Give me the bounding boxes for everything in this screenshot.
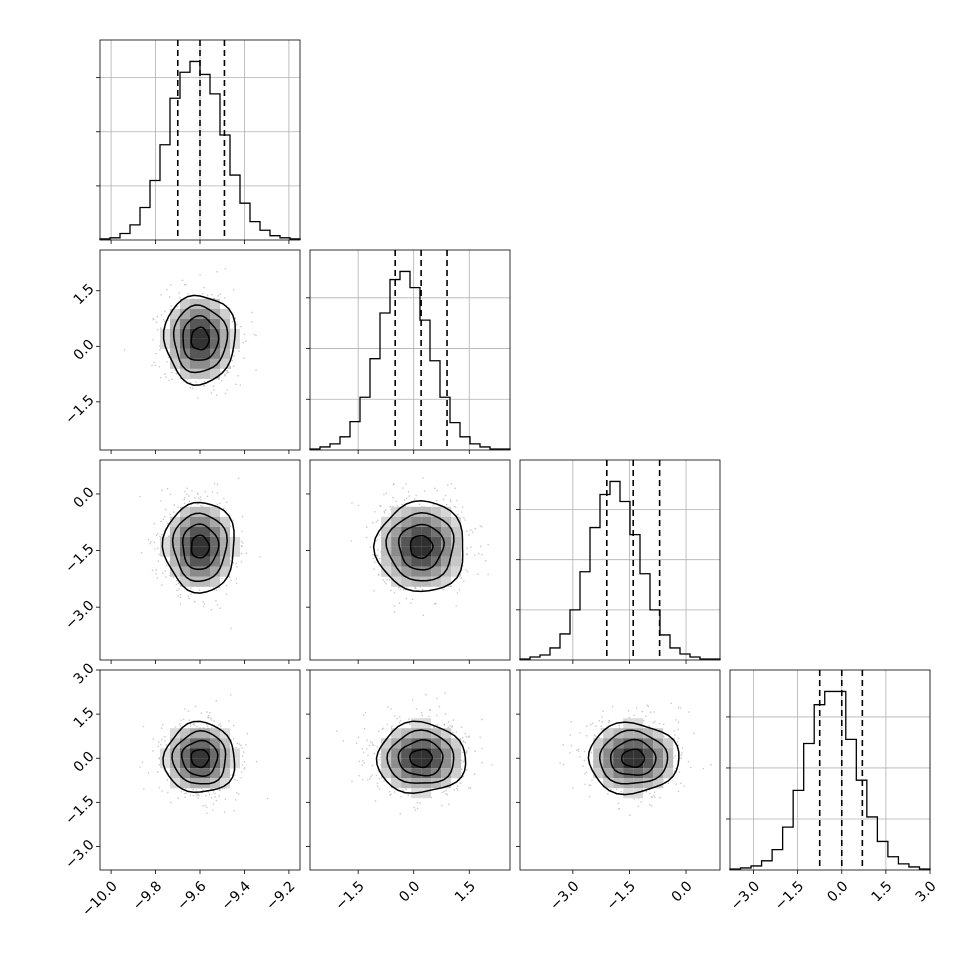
contour-2-0-0 — [190, 534, 211, 559]
pair-panel-2-1 — [306, 459, 511, 664]
histogram-frame-1 — [309, 249, 511, 451]
y-tick-label-1-2: 1.5 — [71, 281, 98, 308]
x-tick-label-3-1: −1.5 — [772, 878, 807, 913]
histogram-steps-1 — [309, 270, 511, 450]
histogram-steps-0 — [99, 60, 301, 240]
pair-panel-1-0 — [96, 249, 301, 454]
density-cells-2-1 — [381, 506, 462, 587]
histogram-panel-3 — [726, 669, 931, 874]
pair-frame-3-1 — [309, 669, 511, 871]
x-tick-label-2-1: −1.5 — [604, 878, 639, 913]
pair-frame-2-0 — [99, 459, 301, 661]
x-tick-label-2-0: −3.0 — [547, 878, 582, 913]
x-tick-label-3-3: 1.5 — [868, 878, 895, 905]
x-tick-label-1-1: 0.0 — [396, 878, 423, 905]
contour-2-1-0 — [409, 534, 434, 560]
contour-3-0-1 — [180, 739, 219, 777]
pair-frame-3-0 — [99, 669, 301, 871]
contour-3-0-3 — [162, 720, 236, 794]
contour-2-1-1 — [397, 523, 445, 571]
contour-1-0-3 — [162, 294, 237, 386]
x-tick-label-1-0: −1.5 — [332, 878, 367, 913]
histogram-panel-1 — [306, 249, 511, 454]
y-tick-label-3-4: 3.0 — [71, 660, 98, 687]
contour-3-1-0 — [409, 748, 433, 769]
x-tick-label-0-1: −9.8 — [130, 878, 165, 913]
pair-panel-3-0 — [96, 669, 301, 874]
y-tick-label-2-0: −3.0 — [62, 598, 97, 633]
histogram-frame-3 — [729, 669, 931, 871]
pair-panel-3-1 — [306, 669, 511, 874]
x-tick-label-1-2: 1.5 — [452, 878, 479, 905]
x-tick-label-0-2: −9.6 — [174, 878, 209, 913]
contour-3-1-3 — [375, 720, 467, 794]
contour-1-0-1 — [182, 314, 220, 361]
x-tick-label-0-3: −9.4 — [219, 878, 254, 913]
contour-2-1-2 — [385, 512, 455, 582]
contour-3-2-0 — [621, 748, 646, 768]
contour-2-0-1 — [181, 523, 220, 570]
histogram-steps-3 — [729, 690, 931, 870]
histogram-frame-0 — [99, 39, 301, 241]
contour-2-0-3 — [161, 501, 235, 594]
x-tick-label-0-4: −9.2 — [263, 878, 298, 913]
histogram-panel-2 — [516, 459, 721, 664]
pair-panel-3-2 — [516, 669, 721, 874]
pair-frame-3-2 — [519, 669, 721, 871]
x-tick-label-2-2: 0.0 — [669, 878, 696, 905]
contour-1-0-2 — [172, 304, 229, 374]
histogram-steps-2 — [519, 480, 721, 660]
contour-2-1-3 — [372, 500, 464, 593]
x-tick-label-3-0: −3.0 — [728, 878, 763, 913]
histogram-panel-0 — [96, 39, 301, 244]
x-tick-label-0-0: −10.0 — [79, 878, 121, 920]
y-tick-label-3-3: 1.5 — [71, 704, 98, 731]
contour-1-0-0 — [190, 326, 210, 351]
y-tick-label-3-0: −3.0 — [62, 837, 97, 872]
pair-frame-1-0 — [99, 249, 301, 451]
y-tick-label-1-0: −1.5 — [62, 392, 97, 427]
contour-3-1-2 — [386, 729, 455, 784]
contour-3-2-2 — [598, 729, 669, 785]
contour-2-0-2 — [171, 512, 228, 582]
contour-3-0-0 — [190, 748, 210, 769]
y-tick-label-2-1: −1.5 — [62, 541, 97, 576]
contour-3-1-1 — [397, 739, 444, 777]
pair-panel-2-0 — [96, 459, 301, 664]
y-tick-label-3-2: 0.0 — [71, 749, 98, 776]
pair-frame-2-1 — [309, 459, 511, 661]
contour-3-0-2 — [171, 729, 227, 785]
contour-3-2-3 — [587, 721, 680, 796]
histogram-frame-2 — [519, 459, 721, 661]
density-cells-3-1 — [381, 718, 462, 799]
y-tick-label-3-1: −1.5 — [62, 793, 97, 828]
x-tick-label-3-4: 3.0 — [913, 878, 940, 905]
contour-3-2-1 — [609, 738, 657, 776]
x-tick-label-3-2: 0.0 — [824, 878, 851, 905]
y-tick-label-1-1: 0.0 — [71, 337, 98, 364]
y-tick-label-2-2: 0.0 — [71, 484, 98, 511]
